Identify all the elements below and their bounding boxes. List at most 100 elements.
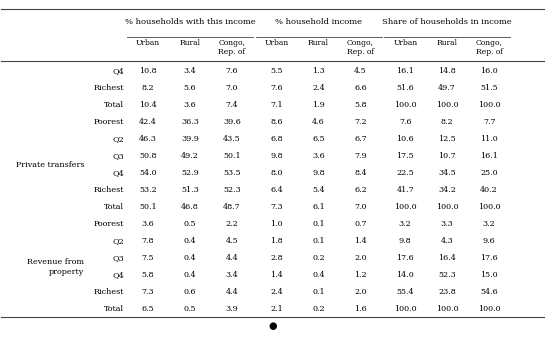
Text: 0.1: 0.1 — [312, 288, 325, 296]
Text: Congo,
Rep. of: Congo, Rep. of — [347, 39, 374, 56]
Text: 49.7: 49.7 — [438, 84, 456, 92]
Text: 3.4: 3.4 — [184, 67, 196, 75]
Text: 46.8: 46.8 — [181, 203, 199, 211]
Text: 4.5: 4.5 — [226, 237, 238, 245]
Text: Q3: Q3 — [112, 152, 124, 160]
Text: 8.0: 8.0 — [270, 169, 283, 177]
Text: 5.4: 5.4 — [312, 186, 325, 194]
Text: 25.0: 25.0 — [480, 169, 498, 177]
Text: 51.3: 51.3 — [181, 186, 199, 194]
Text: 1.6: 1.6 — [354, 305, 367, 313]
Text: 6.6: 6.6 — [354, 84, 367, 92]
Text: 54.6: 54.6 — [480, 288, 498, 296]
Text: Poorest: Poorest — [94, 220, 124, 228]
Text: 7.6: 7.6 — [226, 67, 238, 75]
Text: 3.4: 3.4 — [226, 271, 238, 279]
Text: 100.0: 100.0 — [436, 101, 458, 109]
Text: 0.2: 0.2 — [312, 305, 325, 313]
Text: 0.6: 0.6 — [184, 288, 196, 296]
Text: 22.5: 22.5 — [396, 169, 414, 177]
Text: 52.9: 52.9 — [181, 169, 199, 177]
Text: Q4: Q4 — [112, 169, 124, 177]
Text: 12.5: 12.5 — [438, 135, 456, 143]
Text: 7.7: 7.7 — [483, 118, 495, 126]
Text: Rural: Rural — [308, 39, 329, 47]
Text: 7.5: 7.5 — [142, 254, 154, 262]
Text: 17.5: 17.5 — [396, 152, 414, 160]
Text: 15.0: 15.0 — [480, 271, 498, 279]
Text: Richest: Richest — [94, 288, 124, 296]
Text: 36.3: 36.3 — [181, 118, 199, 126]
Text: 0.5: 0.5 — [184, 220, 196, 228]
Text: Q3: Q3 — [112, 254, 124, 262]
Text: Private transfers: Private transfers — [16, 161, 84, 169]
Text: 43.5: 43.5 — [223, 135, 241, 143]
Text: 2.4: 2.4 — [312, 84, 325, 92]
Text: Rural: Rural — [437, 39, 458, 47]
Text: Urban: Urban — [393, 39, 417, 47]
Text: 17.6: 17.6 — [396, 254, 414, 262]
Text: Congo,
Rep. of: Congo, Rep. of — [476, 39, 502, 56]
Text: 16.1: 16.1 — [480, 152, 498, 160]
Text: 6.8: 6.8 — [270, 135, 283, 143]
Text: 7.3: 7.3 — [270, 203, 283, 211]
Text: 34.2: 34.2 — [438, 186, 456, 194]
Text: 7.1: 7.1 — [270, 101, 283, 109]
Text: 3.6: 3.6 — [312, 152, 325, 160]
Text: 7.3: 7.3 — [142, 288, 154, 296]
Text: 6.2: 6.2 — [354, 186, 367, 194]
Text: 51.5: 51.5 — [480, 84, 498, 92]
Text: 52.3: 52.3 — [438, 271, 456, 279]
Text: 1.3: 1.3 — [312, 67, 325, 75]
Text: 16.0: 16.0 — [480, 67, 498, 75]
Text: 14.8: 14.8 — [438, 67, 456, 75]
Text: % household income: % household income — [275, 18, 362, 26]
Text: 8.4: 8.4 — [354, 169, 367, 177]
Text: 5.8: 5.8 — [354, 101, 367, 109]
Text: Q2: Q2 — [112, 135, 124, 143]
Text: Urban: Urban — [264, 39, 289, 47]
Text: Poorest: Poorest — [94, 118, 124, 126]
Text: 51.6: 51.6 — [396, 84, 414, 92]
Text: 7.2: 7.2 — [354, 118, 367, 126]
Text: 1.8: 1.8 — [270, 237, 283, 245]
Text: 2.4: 2.4 — [270, 288, 283, 296]
Text: Total: Total — [104, 305, 124, 313]
Text: 1.0: 1.0 — [270, 220, 283, 228]
Text: 7.8: 7.8 — [142, 237, 154, 245]
Text: 7.6: 7.6 — [399, 118, 411, 126]
Text: 54.0: 54.0 — [139, 169, 157, 177]
Text: 16.4: 16.4 — [438, 254, 456, 262]
Text: 9.6: 9.6 — [483, 237, 495, 245]
Text: Q4: Q4 — [112, 67, 124, 75]
Text: 6.5: 6.5 — [142, 305, 154, 313]
Text: 3.6: 3.6 — [184, 101, 196, 109]
Text: 9.8: 9.8 — [270, 152, 283, 160]
Text: 8.6: 8.6 — [270, 118, 283, 126]
Text: 17.6: 17.6 — [480, 254, 498, 262]
Text: Richest: Richest — [94, 186, 124, 194]
Text: 100.0: 100.0 — [478, 305, 500, 313]
Text: 0.7: 0.7 — [354, 220, 367, 228]
Text: 3.9: 3.9 — [226, 305, 238, 313]
Text: 5.5: 5.5 — [270, 67, 283, 75]
Text: 8.2: 8.2 — [142, 84, 154, 92]
Text: 0.4: 0.4 — [184, 237, 196, 245]
Text: 49.2: 49.2 — [181, 152, 199, 160]
Text: 11.0: 11.0 — [480, 135, 498, 143]
Text: 14.0: 14.0 — [396, 271, 414, 279]
Text: 42.4: 42.4 — [139, 118, 157, 126]
Text: 16.1: 16.1 — [396, 67, 414, 75]
Text: Share of households in income: Share of households in income — [383, 18, 512, 26]
Text: 41.7: 41.7 — [396, 186, 414, 194]
Text: 6.4: 6.4 — [270, 186, 283, 194]
Text: 7.4: 7.4 — [226, 101, 238, 109]
Text: 3.2: 3.2 — [483, 220, 495, 228]
Text: 39.9: 39.9 — [181, 135, 199, 143]
Text: 100.0: 100.0 — [394, 305, 416, 313]
Text: 2.0: 2.0 — [354, 288, 367, 296]
Text: ●: ● — [268, 321, 277, 332]
Text: 0.1: 0.1 — [312, 220, 325, 228]
Text: 1.4: 1.4 — [354, 237, 367, 245]
Text: Total: Total — [104, 203, 124, 211]
